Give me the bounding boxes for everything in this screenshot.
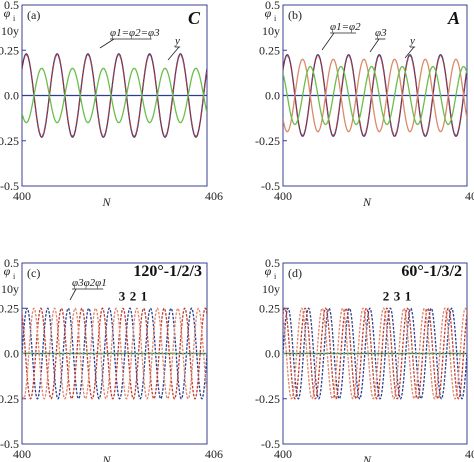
y-tick-label: 0.25 bbox=[259, 43, 280, 57]
x-tick-label: 406 bbox=[205, 189, 223, 203]
panel-label: (c) bbox=[27, 266, 40, 280]
y-axis-title-10y: 10y bbox=[262, 282, 280, 296]
x-axis-title: N bbox=[362, 453, 372, 462]
y-axis-title-10y: 10y bbox=[1, 282, 19, 296]
peak-label: 3 bbox=[394, 288, 401, 303]
x-tick-label: 406 bbox=[205, 447, 223, 461]
y-axis-title-phi: φ bbox=[4, 264, 11, 278]
series-annotation: y bbox=[409, 35, 415, 47]
y-tick-label: -0.25 bbox=[255, 134, 280, 148]
series-line-phi3 bbox=[283, 58, 467, 133]
series-line-phi3 bbox=[22, 307, 207, 400]
series-group bbox=[283, 307, 467, 400]
x-tick-label: 406 bbox=[465, 447, 474, 461]
series-line-phi2 bbox=[283, 307, 467, 400]
x-axis-title: N bbox=[101, 453, 111, 462]
peak-label: 1 bbox=[405, 288, 412, 303]
y-tick-label: 0.5 bbox=[4, 256, 19, 270]
series-line-phi bbox=[22, 53, 207, 138]
annotation-leader bbox=[369, 38, 380, 53]
series-line-phi1 bbox=[22, 307, 207, 400]
y-tick-label: -0.5 bbox=[0, 179, 19, 193]
y-tick-label: 0.5 bbox=[4, 0, 19, 12]
x-tick-label: 400 bbox=[274, 447, 292, 461]
y-tick-label: -0.5 bbox=[261, 437, 280, 451]
series-annotation: φ3φ2φ1 bbox=[72, 277, 107, 289]
peak-label: 1 bbox=[141, 288, 148, 303]
y-tick-label: 0.25 bbox=[0, 43, 19, 57]
peak-label: 2 bbox=[130, 288, 137, 303]
x-axis-title: N bbox=[101, 195, 111, 209]
y-tick-label: -0.5 bbox=[0, 437, 19, 451]
series-annotation: φ1=φ2=φ3 bbox=[110, 27, 160, 39]
peak-label: 3 bbox=[119, 288, 126, 303]
panel-label: (d) bbox=[288, 266, 302, 280]
y-tick-label: -0.25 bbox=[0, 134, 19, 148]
annotation-leader bbox=[167, 46, 180, 61]
annotation-leader bbox=[404, 46, 415, 59]
y-axis-title-subscript: i bbox=[274, 272, 277, 281]
y-tick-label: 0.0 bbox=[4, 347, 19, 361]
y-tick-label: 0.25 bbox=[0, 301, 19, 315]
series-line-phi12_overlay bbox=[283, 54, 467, 137]
series-group bbox=[283, 54, 467, 137]
series-group bbox=[22, 307, 207, 400]
x-axis-title: N bbox=[362, 195, 372, 209]
series-annotation: φ1=φ2 bbox=[330, 21, 361, 33]
y-axis-title-phi: φ bbox=[4, 6, 11, 20]
panel-tag: C bbox=[188, 8, 201, 28]
annotation-leader bbox=[99, 38, 115, 49]
y-tick-label: 0.25 bbox=[259, 301, 280, 315]
panel-label: (b) bbox=[288, 8, 302, 22]
series-annotation: y bbox=[174, 35, 180, 47]
annotation-leader bbox=[321, 32, 335, 51]
panel-tag: 60°-1/3/2 bbox=[401, 263, 462, 280]
y-axis-title-10y: 10y bbox=[1, 24, 19, 38]
series-line-y bbox=[22, 352, 207, 355]
series-annotation: φ3 bbox=[375, 27, 387, 39]
series-line-phi_overlay bbox=[22, 54, 207, 137]
y-tick-label: -0.25 bbox=[0, 392, 19, 406]
series-group bbox=[22, 53, 207, 138]
y-axis-title-subscript: i bbox=[13, 272, 16, 281]
x-tick-label: 400 bbox=[274, 189, 292, 203]
y-tick-label: 0.5 bbox=[265, 256, 280, 270]
y-tick-label: 0.5 bbox=[265, 0, 280, 12]
y-axis-title-subscript: i bbox=[13, 14, 16, 23]
y-axis-title-subscript: i bbox=[274, 14, 277, 23]
y-axis-title-phi: φ bbox=[265, 264, 272, 278]
x-tick-label: 406 bbox=[465, 189, 474, 203]
x-tick-label: 400 bbox=[13, 447, 31, 461]
panel-label: (a) bbox=[27, 8, 40, 22]
peak-label: 2 bbox=[383, 288, 390, 303]
y-tick-label: -0.25 bbox=[255, 392, 280, 406]
annotation-leader bbox=[69, 288, 77, 301]
panel-tag: 120°-1/2/3 bbox=[133, 263, 202, 280]
y-axis-title-10y: 10y bbox=[262, 24, 280, 38]
x-tick-label: 400 bbox=[13, 189, 31, 203]
series-line-y bbox=[22, 67, 207, 124]
y-tick-label: 0.0 bbox=[4, 89, 19, 103]
series-line-y bbox=[283, 352, 467, 355]
y-tick-label: 0.0 bbox=[265, 347, 280, 361]
series-line-phi2 bbox=[22, 307, 207, 400]
series-line-y bbox=[283, 65, 467, 126]
panel-tag: A bbox=[447, 8, 460, 28]
y-axis-title-phi: φ bbox=[265, 6, 272, 20]
y-tick-label: -0.5 bbox=[261, 179, 280, 193]
y-tick-label: 0.0 bbox=[265, 89, 280, 103]
